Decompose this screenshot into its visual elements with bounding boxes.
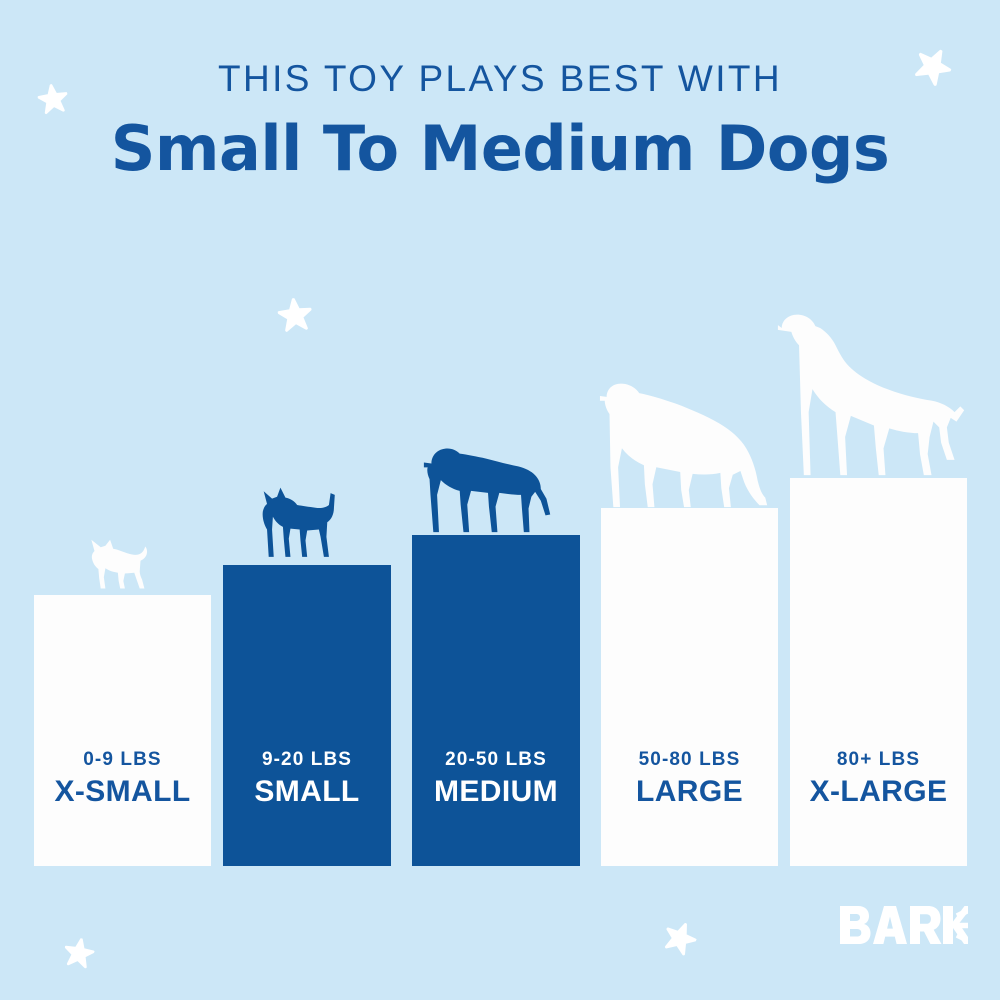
- page-title: Small To Medium Dogs: [110, 112, 890, 185]
- headline-kicker: THIS TOY PLAYS BEST WITH: [217, 58, 783, 99]
- weight-range-label: 50-80 LBS: [638, 748, 741, 770]
- bark-logo: [838, 902, 968, 954]
- weight-range-label: 9-20 LBS: [261, 748, 353, 770]
- bar-label-group: 9-20 LBS SMALL: [223, 748, 391, 809]
- star-bottom-mid-icon: [659, 917, 701, 959]
- bar-label-group: 80+ LBS X-LARGE: [790, 748, 967, 809]
- bar-small[interactable]: 9-20 LBS SMALL: [223, 565, 391, 866]
- dog-silhouette-labrador: [422, 438, 554, 536]
- weight-range-label: 80+ LBS: [836, 748, 921, 770]
- size-category-label: SMALL: [254, 774, 360, 808]
- bar-large[interactable]: 50-80 LBS LARGE: [601, 508, 778, 866]
- size-category-label: X-SMALL: [54, 774, 191, 808]
- bar-medium[interactable]: 20-50 LBS MEDIUM: [412, 535, 580, 866]
- bar-label-group: 50-80 LBS LARGE: [601, 748, 778, 809]
- bar-x-large[interactable]: 80+ LBS X-LARGE: [790, 478, 967, 866]
- star-bottom-left-icon: [62, 936, 97, 971]
- bar-label-group: 20-50 LBS MEDIUM: [412, 748, 580, 809]
- dog-silhouette-terrier: [257, 484, 349, 566]
- dog-silhouette-chihuahua: [82, 536, 160, 596]
- weight-range-label: 0-9 LBS: [83, 748, 162, 770]
- dog-silhouette-great-dane: [776, 307, 968, 479]
- size-category-label: LARGE: [636, 774, 743, 808]
- size-category-label: MEDIUM: [433, 774, 559, 808]
- bar-x-small[interactable]: 0-9 LBS X-SMALL: [34, 595, 211, 866]
- star-middle-left-icon: [276, 296, 313, 333]
- bar-label-group: 0-9 LBS X-SMALL: [34, 748, 211, 809]
- dog-silhouette-retriever: [599, 376, 771, 509]
- size-category-label: X-LARGE: [809, 774, 948, 808]
- weight-range-label: 20-50 LBS: [445, 748, 547, 770]
